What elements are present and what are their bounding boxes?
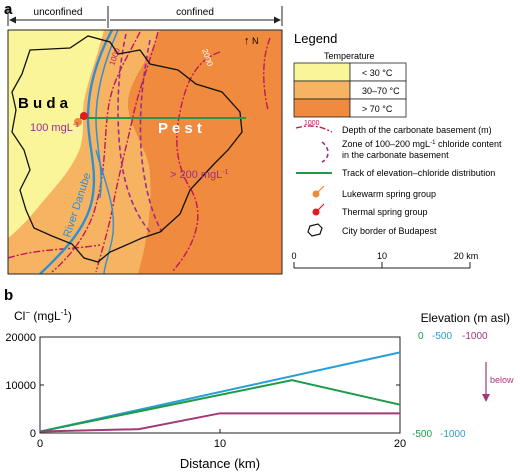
- thermal-spring-marker: [80, 112, 88, 120]
- elev-bottom-label: -1000: [440, 429, 466, 440]
- lukewarm-spring-marker: [74, 118, 82, 126]
- legend-lukewarm-symbol: [312, 190, 320, 198]
- scale-tick: 20 km: [454, 251, 479, 261]
- legend-thermal-symbol: [312, 208, 320, 216]
- legend-contour-label: Depth of the carbonate basement (m): [342, 125, 492, 135]
- scale-tick: 10: [377, 251, 387, 261]
- north-arrow: ↑: [244, 35, 250, 47]
- legend-thermal-label: Thermal spring group: [342, 207, 428, 217]
- x-axis-ticks: 0 10 20: [37, 429, 406, 450]
- legend-city-symbol: [307, 223, 323, 237]
- legend-chloride-label-2: in the carbonate basement: [342, 150, 449, 160]
- unconfined-label: unconfined: [34, 7, 83, 18]
- map: [8, 30, 282, 274]
- legend-chloride-symbol: [321, 141, 329, 163]
- map-zone-cold: [8, 30, 104, 238]
- legend-contour-value: 1000: [304, 120, 320, 127]
- confinement-header: unconfined confined: [7, 6, 283, 28]
- buda-label: B u d a: [18, 95, 69, 112]
- chloride-zone: [117, 33, 163, 233]
- x-tick-label: 10: [214, 438, 226, 450]
- plot-frame: [39, 336, 401, 434]
- legend-temp-item: 30–70 °C: [362, 86, 400, 96]
- confined-label: confined: [176, 7, 214, 18]
- series-line-3: [39, 412, 400, 433]
- map-frame: [7, 29, 283, 275]
- elev-top-label: -1000: [462, 331, 488, 342]
- x-tick-label: 0: [37, 438, 43, 450]
- city-border: [11, 35, 243, 263]
- legend-temperature-title: Temperature: [324, 51, 375, 61]
- legend-city-label: City border of Budapest: [342, 226, 437, 236]
- scale-bar: 0 10 20 km: [291, 251, 479, 269]
- y-tick-label: 10000: [5, 380, 36, 392]
- legend-chloride-label: Zone of 100–200 mgL-1 chloride content: [342, 139, 502, 149]
- y-axis-ticks: 0 10000 20000: [5, 332, 400, 440]
- x-tick-label: 20: [394, 438, 406, 450]
- chloride-200-label: > 200 mgL-1: [170, 169, 229, 181]
- legend-lukewarm-label: Lukewarm spring group: [342, 189, 436, 199]
- series-lines: [39, 351, 401, 433]
- chloride-100-label: 100 mgL-1: [30, 122, 79, 134]
- elev-top-label: 0: [418, 331, 424, 342]
- y-tick-label: 0: [30, 428, 36, 440]
- plot-area: 0 10000 20000 0 10 20: [5, 332, 406, 450]
- y-left-label: Cl− (mgL-1): [14, 308, 72, 323]
- y-tick-label: 20000: [5, 332, 36, 344]
- elev-bottom-label: -500: [412, 429, 432, 440]
- elev-top-label: -500: [432, 331, 452, 342]
- pest-label: P e s t: [158, 120, 202, 137]
- legend-temp-item: < 30 °C: [362, 68, 393, 78]
- x-axis-label: Distance (km): [180, 456, 260, 471]
- below-label: below: [490, 375, 514, 385]
- scale-tick: 0: [291, 251, 296, 261]
- river-danube: [39, 30, 119, 274]
- legend-title: Legend: [294, 31, 337, 46]
- legend-track-label: Track of elevation–chloride distribution: [342, 168, 495, 178]
- legend: Legend Temperature < 30 °C 30–70 °C > 70…: [293, 31, 502, 237]
- north-label: N: [252, 36, 259, 46]
- panel-b-label: b: [4, 287, 13, 304]
- legend-temp-item: > 70 °C: [362, 104, 393, 114]
- y-right-label: Elevation (m asl): [421, 311, 510, 325]
- series-line-2: [39, 379, 401, 433]
- elevation-annotations: 0 -500 -1000 below -500 -1000: [412, 331, 514, 440]
- legend-contour-symbol: [295, 125, 333, 133]
